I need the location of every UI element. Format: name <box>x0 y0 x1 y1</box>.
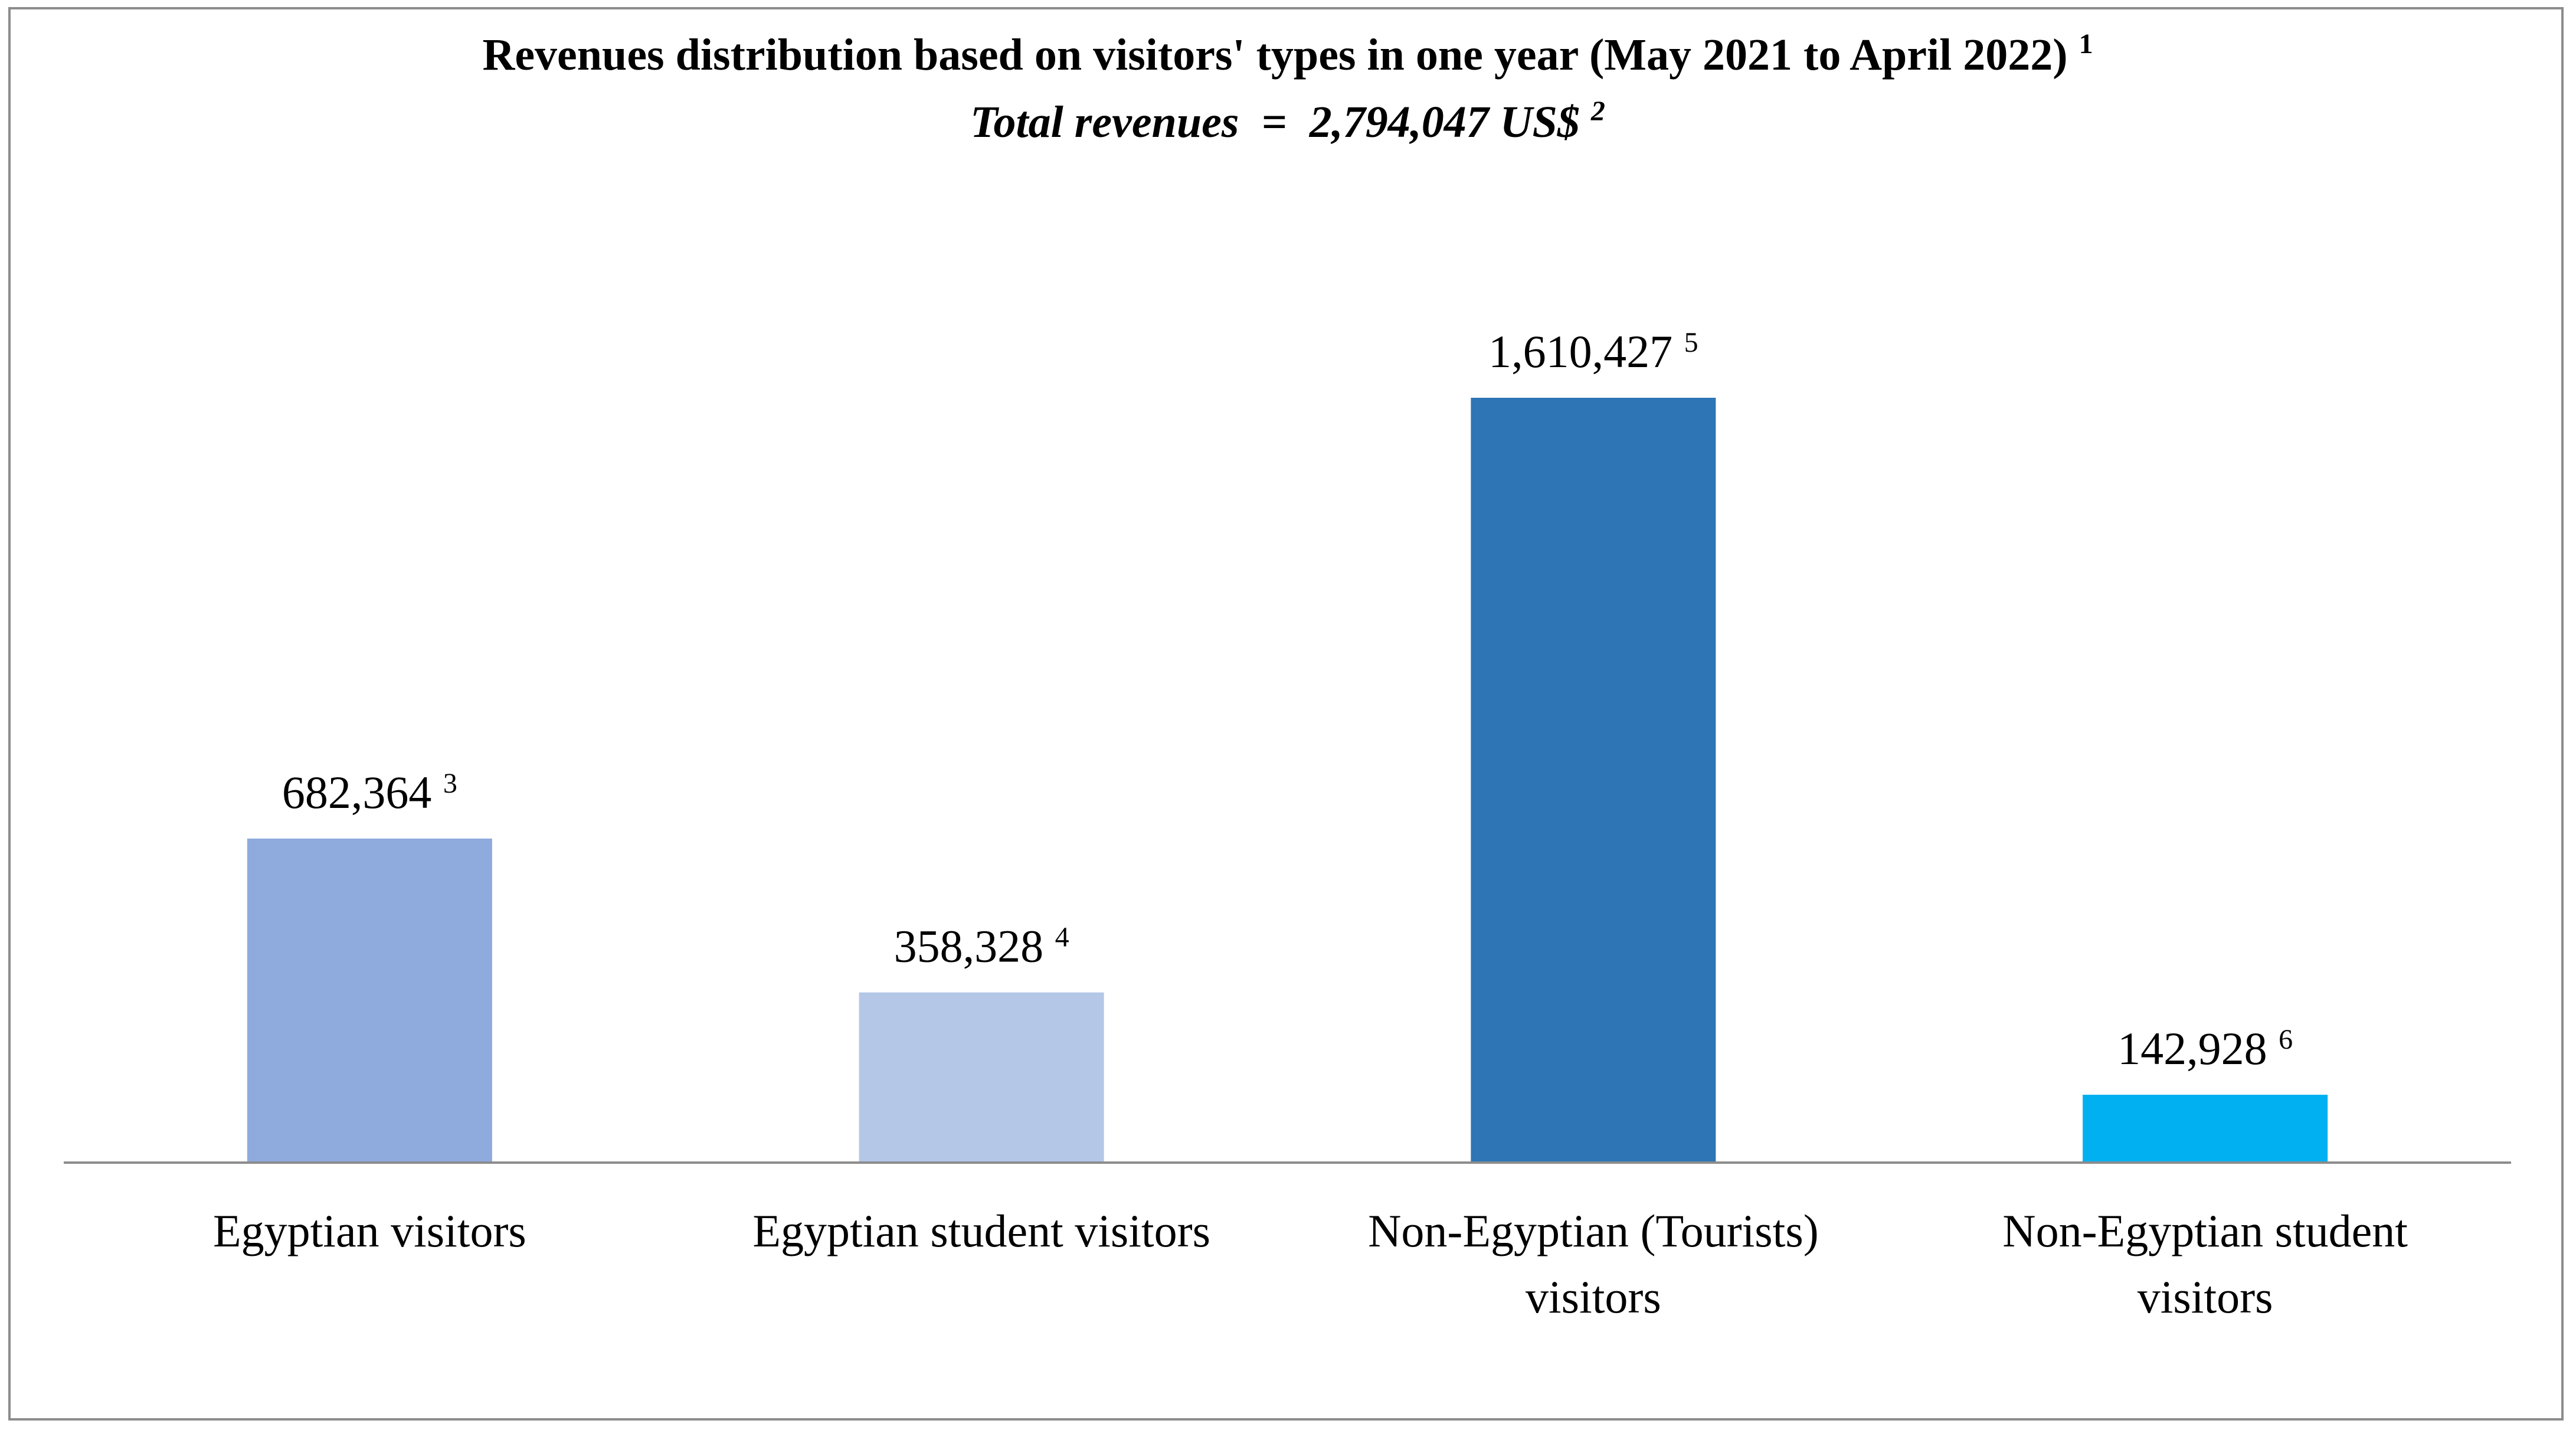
data-label-1: 682,364 3 <box>282 767 457 818</box>
x-tick-label-3: Non-Egyptian (Tourists) visitors <box>1368 1205 1819 1323</box>
bars-layer <box>247 398 2328 1163</box>
x-tick-labels-layer: Egyptian visitors Egyptian student visito… <box>213 1205 2408 1323</box>
chart-subtitle: Total revenues = 2,794,047 US$ 2 <box>970 96 1605 147</box>
x-tick-label-2: Egyptian student visitors <box>752 1205 1210 1256</box>
chart-frame <box>8 7 2564 1421</box>
data-label-2: 358,328 4 <box>894 921 1069 972</box>
chart-title: Revenues distribution based on visitors'… <box>482 28 2093 80</box>
x-tick-label-4: Non-Egyptian student visitors <box>2002 1205 2408 1323</box>
data-label-4: 142,928 6 <box>2117 1023 2293 1074</box>
bar-2 <box>859 992 1104 1163</box>
x-tick-label-1: Egyptian visitors <box>213 1205 526 1256</box>
bar-1 <box>247 838 492 1163</box>
bar-3 <box>1471 398 1716 1163</box>
data-labels-layer: 682,364 3 358,328 4 1,610,427 5 142,928 6 <box>282 326 2293 1074</box>
bar-4 <box>2083 1094 2328 1163</box>
data-label-3: 1,610,427 5 <box>1488 326 1698 377</box>
